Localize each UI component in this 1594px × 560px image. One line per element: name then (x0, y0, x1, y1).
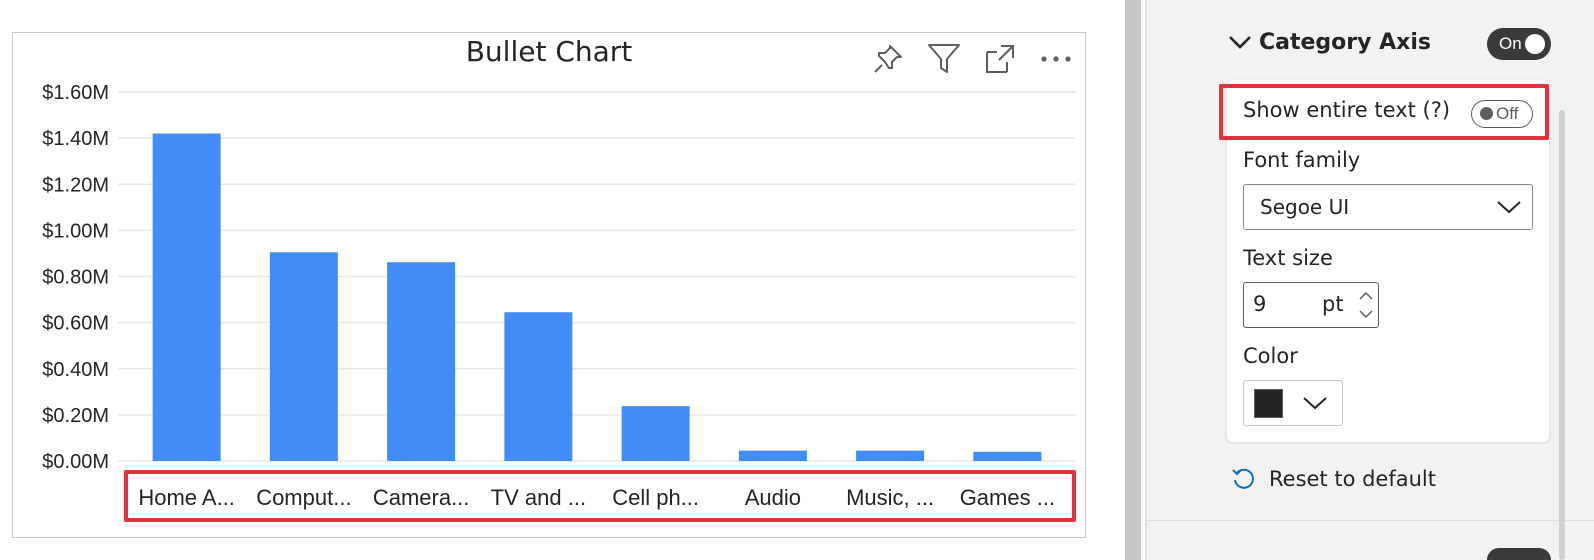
text-size-unit: pt (1322, 292, 1344, 316)
font-family-dropdown[interactable]: Segoe UI (1243, 184, 1533, 230)
focus-mode-icon (983, 42, 1017, 76)
reset-to-default-button[interactable]: Reset to default (1231, 466, 1436, 492)
y-tick-label: $1.60M (42, 82, 109, 104)
toggle-knob (1480, 107, 1493, 120)
bar[interactable] (153, 134, 221, 461)
stepper-icon[interactable] (1356, 287, 1376, 323)
focus-mode-button[interactable] (979, 41, 1021, 77)
text-size-label: Text size (1243, 246, 1333, 270)
chevron-down-icon (1302, 393, 1328, 413)
show-entire-text-label: Show entire text (?) (1243, 98, 1450, 122)
toggle-label: Off (1496, 104, 1518, 124)
bullet-chart-visual[interactable]: $0.00M $0.20M $0.40M $0.60M $0.80M $1.00M $1.2… (12, 32, 1086, 538)
y-tick-label: $1.40M (42, 128, 109, 150)
show-entire-text-toggle[interactable]: Off (1471, 100, 1533, 128)
x-tick-label: Audio (745, 485, 801, 510)
font-family-value: Segoe UI (1260, 195, 1349, 219)
reset-icon (1231, 466, 1257, 492)
font-family-label: Font family (1243, 148, 1360, 172)
bar[interactable] (504, 312, 572, 461)
category-axis-toggle[interactable]: On (1487, 28, 1551, 60)
bar[interactable] (739, 451, 807, 461)
reset-label: Reset to default (1269, 467, 1436, 491)
format-pane: Category Axis On Show entire text (?) Of… (1147, 0, 1594, 560)
y-tick-label: $0.80M (42, 267, 109, 289)
color-picker[interactable] (1243, 380, 1343, 426)
chart-canvas: $0.00M $0.20M $0.40M $0.60M $0.80M $1.00M $1.2… (13, 33, 1087, 539)
bar[interactable] (387, 262, 455, 461)
y-tick-label: $0.60M (42, 313, 109, 335)
pin-button[interactable] (867, 41, 909, 77)
x-tick-label: Games ... (960, 485, 1055, 510)
format-pane-scrollbar[interactable] (1559, 110, 1565, 560)
toggle-label: On (1499, 34, 1522, 54)
y-tick-label: $0.40M (42, 359, 109, 381)
y-tick-label: $0.00M (42, 451, 109, 473)
section-title: Category Axis (1259, 30, 1431, 55)
format-pane-content: Category Axis On Show entire text (?) Of… (1209, 0, 1549, 560)
x-tick-label: Home A... (138, 485, 235, 510)
toggle-knob (1525, 34, 1545, 54)
next-section-toggle[interactable] (1487, 548, 1551, 560)
chevron-down-icon (1496, 197, 1522, 217)
more-options-button[interactable] (1035, 41, 1077, 77)
y-tick-label: $1.00M (42, 220, 109, 242)
y-tick-label: $0.20M (42, 405, 109, 427)
color-swatch (1254, 389, 1283, 418)
bar[interactable] (973, 452, 1041, 461)
category-axis-card: Show entire text (?) Off Font family Seg… (1227, 80, 1549, 442)
y-tick-label: $1.20M (42, 174, 109, 196)
bar[interactable] (270, 252, 338, 461)
x-tick-label: Comput... (256, 485, 351, 510)
x-tick-label: TV and ... (491, 485, 586, 510)
visual-header (867, 41, 1077, 77)
text-size-value: 9 (1253, 292, 1266, 316)
text-size-input[interactable]: 9 pt (1243, 282, 1379, 328)
x-tick-label: Music, ... (846, 485, 934, 510)
filter-button[interactable] (923, 41, 965, 77)
pane-splitter[interactable] (1125, 0, 1141, 560)
bar[interactable] (622, 406, 690, 461)
more-options-icon (1039, 54, 1073, 64)
filter-icon (926, 42, 962, 76)
pin-icon (871, 42, 905, 76)
x-tick-label: Camera... (373, 485, 470, 510)
x-tick-label: Cell ph... (612, 485, 699, 510)
bar[interactable] (856, 451, 924, 461)
color-label: Color (1243, 344, 1298, 368)
chevron-down-icon (1227, 29, 1253, 55)
